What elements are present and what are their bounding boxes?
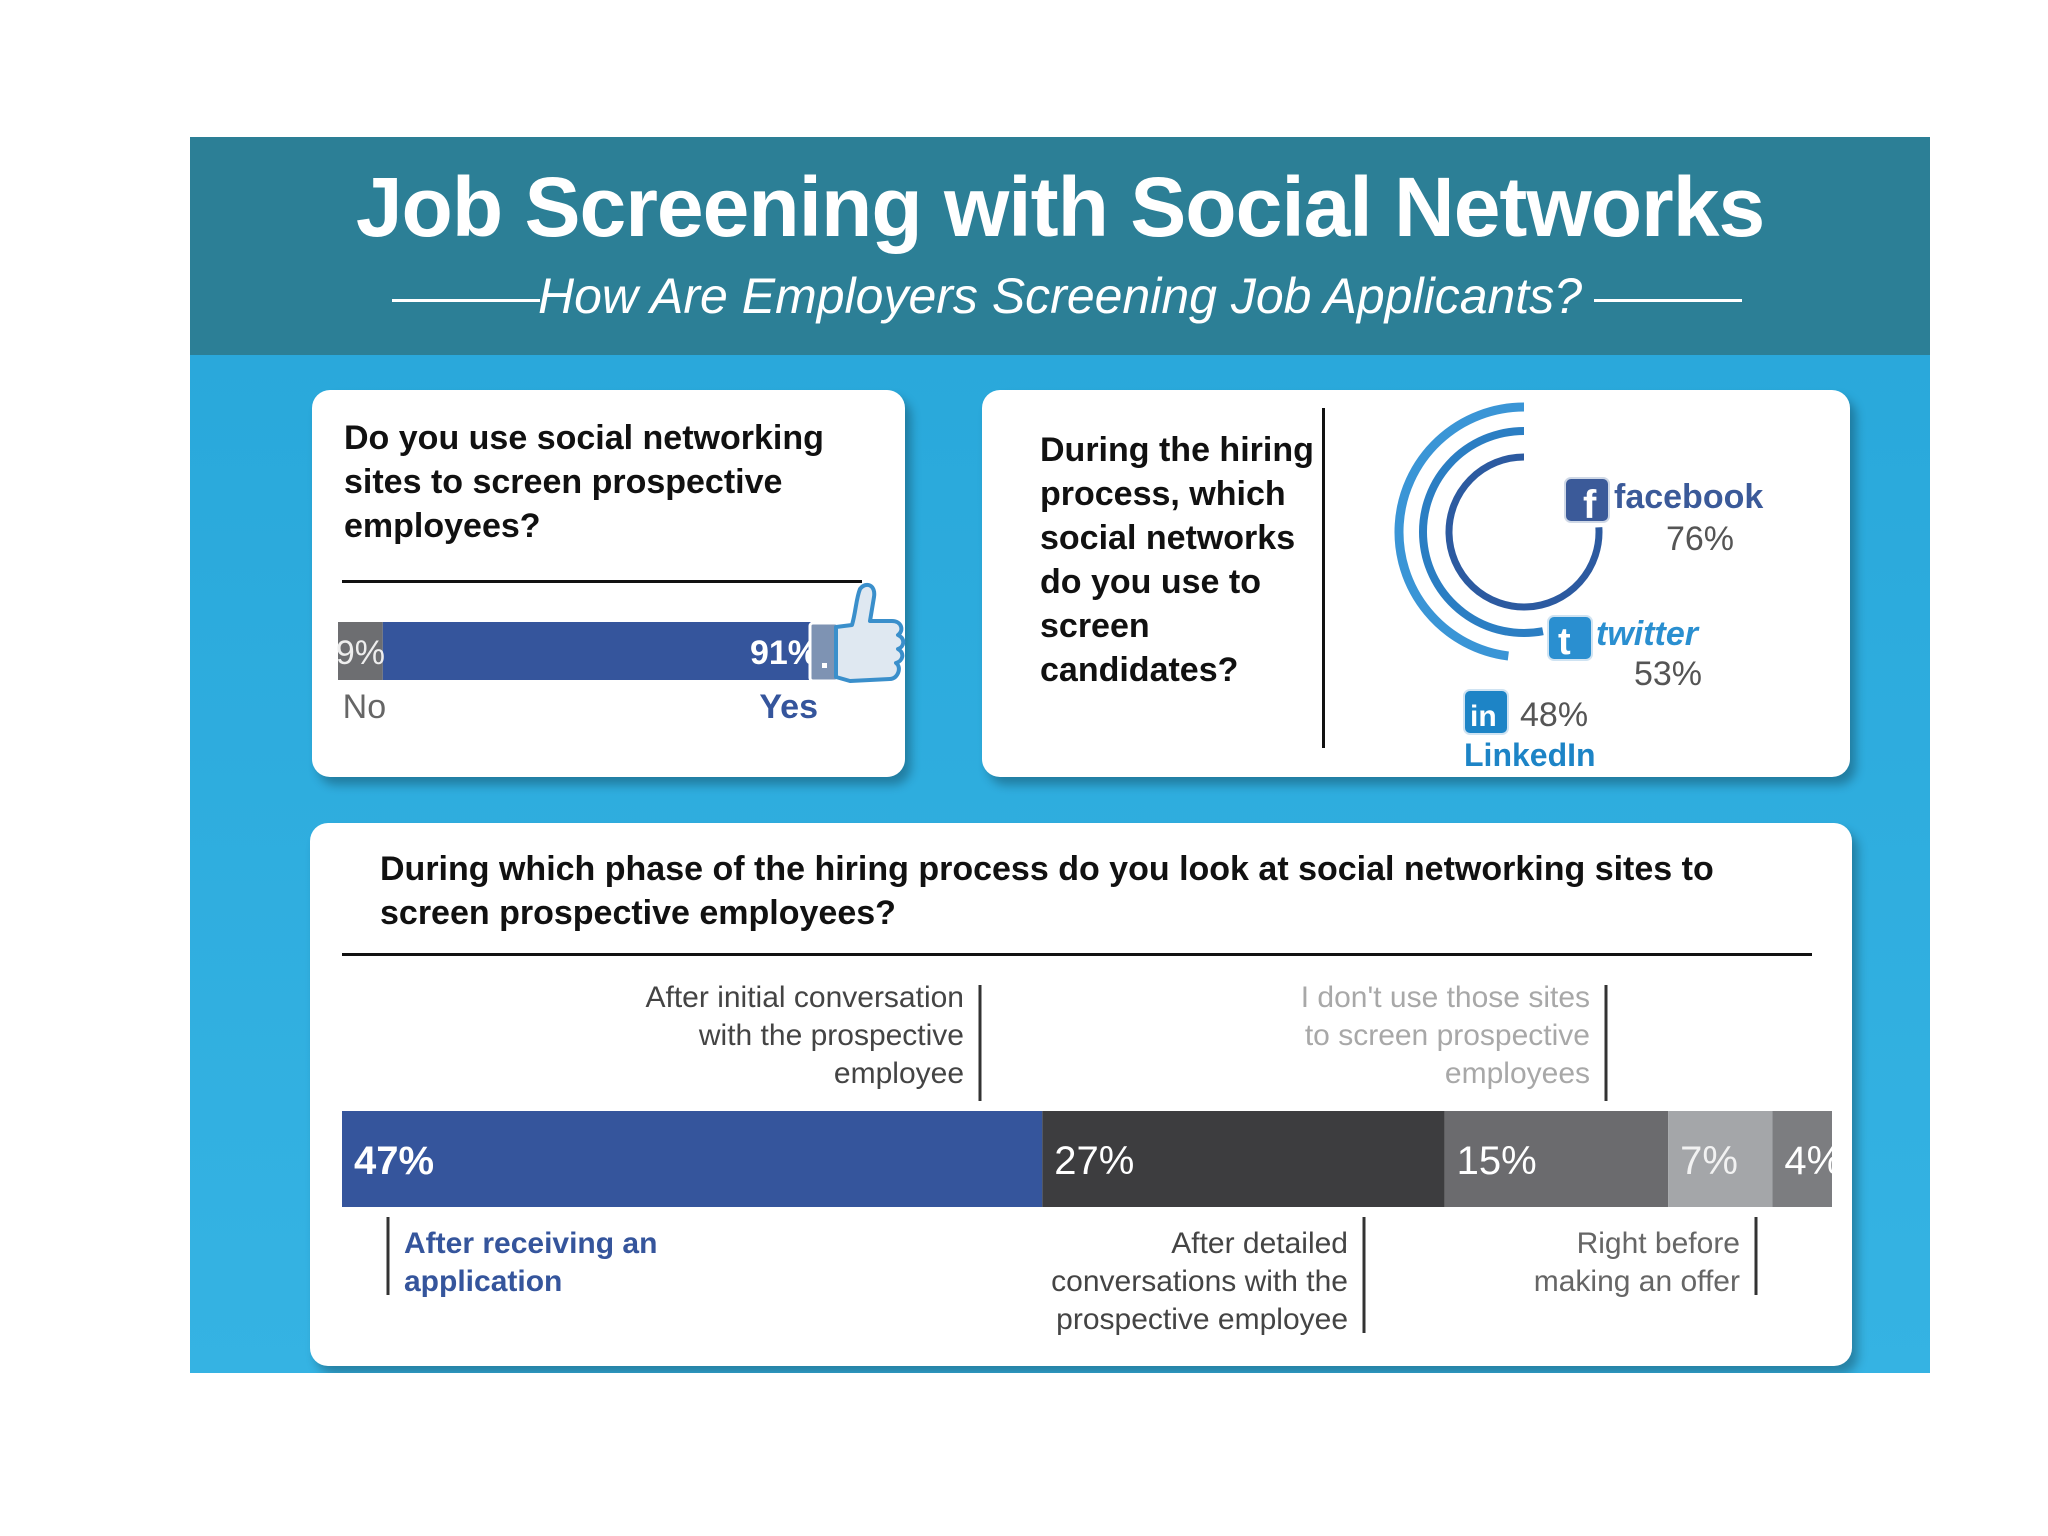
phase-question: During which phase of the hiring process… <box>380 850 1714 932</box>
facebook-value: 76% <box>1666 520 1734 558</box>
facebook-label: facebook <box>1614 478 1763 516</box>
phase-divider <box>342 953 1812 956</box>
usage-question: Do you use social networking sites to sc… <box>344 419 824 545</box>
subtitle-rule-left <box>392 299 540 302</box>
phase-label-5: Right before making an offer <box>1534 1227 1740 1298</box>
linkedin-arc <box>1394 402 1525 661</box>
twitter-value: 53% <box>1634 655 1702 693</box>
networks-chart: f facebook 76% t twitter 53% in 48% Link… <box>1394 402 1763 773</box>
linkedin-icon: in <box>1463 689 1509 735</box>
phase-value-5: 4% <box>1784 1139 1842 1183</box>
usage-divider <box>342 580 862 583</box>
phase-chart: 47% 27% 15% 7% 4% After receiving an applicat… <box>342 981 1842 1336</box>
phase-value-1: 47% <box>354 1139 434 1183</box>
linkedin-label: LinkedIn <box>1464 737 1596 773</box>
twitter-arc <box>1419 427 1544 637</box>
phase-value-3: 15% <box>1457 1139 1537 1183</box>
networks-card: During the hiring process, which social … <box>982 390 1850 777</box>
usage-value-yes: 91% <box>750 634 818 672</box>
linkedin-value: 48% <box>1520 696 1588 734</box>
twitter-label: twitter <box>1596 615 1700 653</box>
usage-category-yes: Yes <box>759 688 818 726</box>
svg-text:in: in <box>1470 700 1497 733</box>
phase-label-3: After detailed conversations with the pros… <box>1051 1227 1348 1336</box>
phase-bar-5 <box>1772 1111 1832 1207</box>
subtitle: How Are Employers Screening Job Applican… <box>537 268 1583 324</box>
svg-text:t: t <box>1558 621 1571 663</box>
phase-bar-1 <box>342 1111 1043 1207</box>
phase-label-2: After initial conversation with the prosp… <box>646 981 965 1090</box>
twitter-icon: t <box>1547 615 1593 663</box>
phase-bar-2 <box>1042 1111 1445 1207</box>
facebook-icon: f <box>1564 477 1610 527</box>
usage-bar-yes <box>382 622 836 680</box>
networks-divider <box>1322 408 1325 748</box>
header-banner: Job Screening with Social Networks How A… <box>190 137 1930 355</box>
usage-value-no: 9% <box>336 634 385 672</box>
usage-category-no: No <box>343 688 386 726</box>
usage-chart: 9% No 91% Yes <box>336 582 906 726</box>
thumbs-up-icon <box>808 582 906 683</box>
phase-bar-4 <box>1668 1111 1773 1207</box>
phase-label-4: I don't use those sites to screen prospec… <box>1301 981 1590 1090</box>
facebook-arc <box>1445 453 1603 611</box>
subtitle-row: How Are Employers Screening Job Applican… <box>190 261 1930 331</box>
usage-card: Do you use social networking sites to sc… <box>312 390 906 777</box>
page-title: Job Screening with Social Networks <box>355 160 1765 254</box>
usage-bar-no <box>338 622 383 680</box>
phase-card: During which phase of the hiring process… <box>310 823 1852 1366</box>
infographic: Job Screening with Social Networks How A… <box>190 137 1930 1373</box>
subtitle-rule-right <box>1594 299 1742 302</box>
phase-value-2: 27% <box>1054 1139 1134 1183</box>
phase-bar-3 <box>1444 1111 1669 1207</box>
phase-value-4: 7% <box>1680 1139 1738 1183</box>
svg-text:f: f <box>1583 483 1597 527</box>
networks-question: During the hiring process, which social … <box>1040 431 1314 689</box>
phase-label-1: After receiving an application <box>404 1227 657 1298</box>
